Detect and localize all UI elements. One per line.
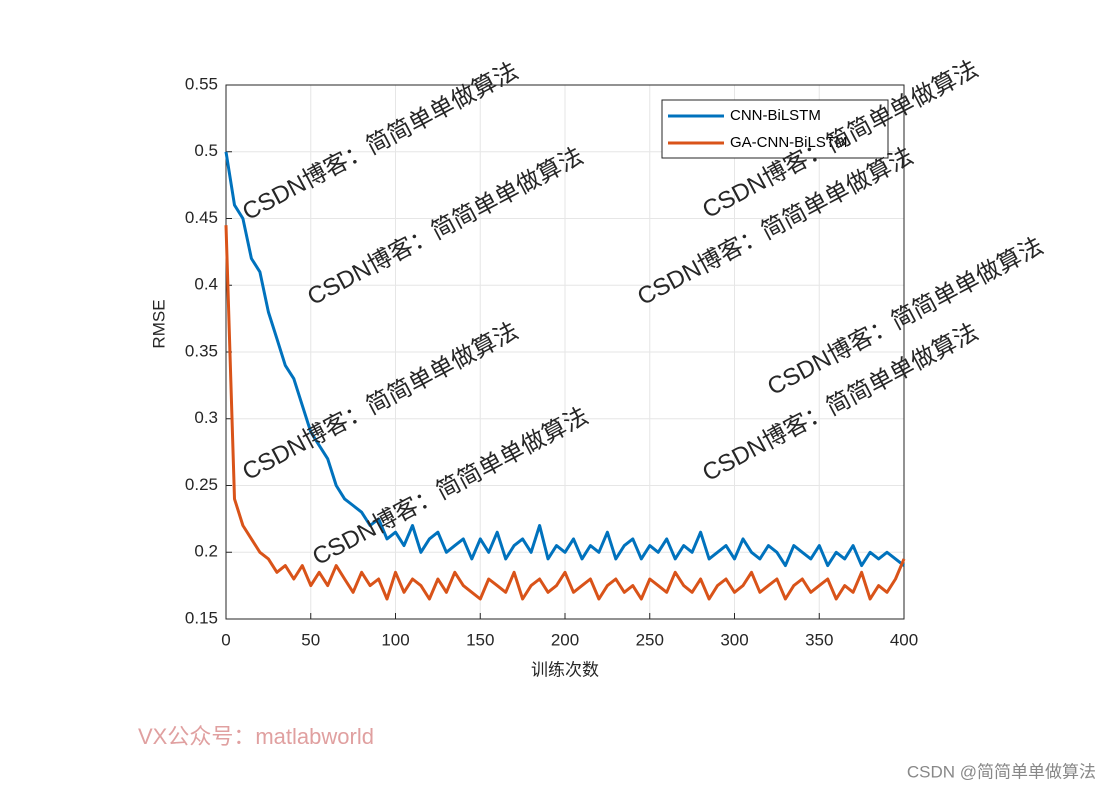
y-tick-label: 0.5 [194,141,218,160]
x-tick-label: 250 [636,630,664,649]
x-tick-label: 0 [221,630,230,649]
x-tick-label: 50 [301,630,320,649]
legend-box [661,99,889,159]
y-tick-label: 0.4 [194,275,218,294]
plot-frame [225,84,905,620]
x-tick-label: 350 [805,630,833,649]
y-tick-label: 0.3 [194,408,218,427]
x-tick-label: 300 [720,630,748,649]
footer-right: CSDN @简简单单做算法 [907,762,1096,781]
x-tick-label: 200 [551,630,579,649]
y-tick-label: 0.45 [185,208,218,227]
footer-left: VX公众号：matlabworld [138,724,374,749]
y-tick-label: 0.25 [185,475,218,494]
legend-label: CNN-BiLSTM [730,107,821,124]
y-axis-label: RMSE [149,299,168,348]
legend-label: GA-CNN-BiLSTM [730,134,848,151]
y-tick-label: 0.35 [185,341,218,360]
data-line [224,225,906,601]
y-tick-label: 0.2 [194,542,218,561]
x-axis-label: 训练次数 [531,660,599,679]
x-tick-label: 400 [890,630,918,649]
y-tick-label: 0.55 [185,74,218,93]
x-tick-label: 150 [466,630,494,649]
data-line [224,151,905,568]
y-tick-label: 0.15 [185,608,218,627]
x-tick-label: 100 [381,630,409,649]
